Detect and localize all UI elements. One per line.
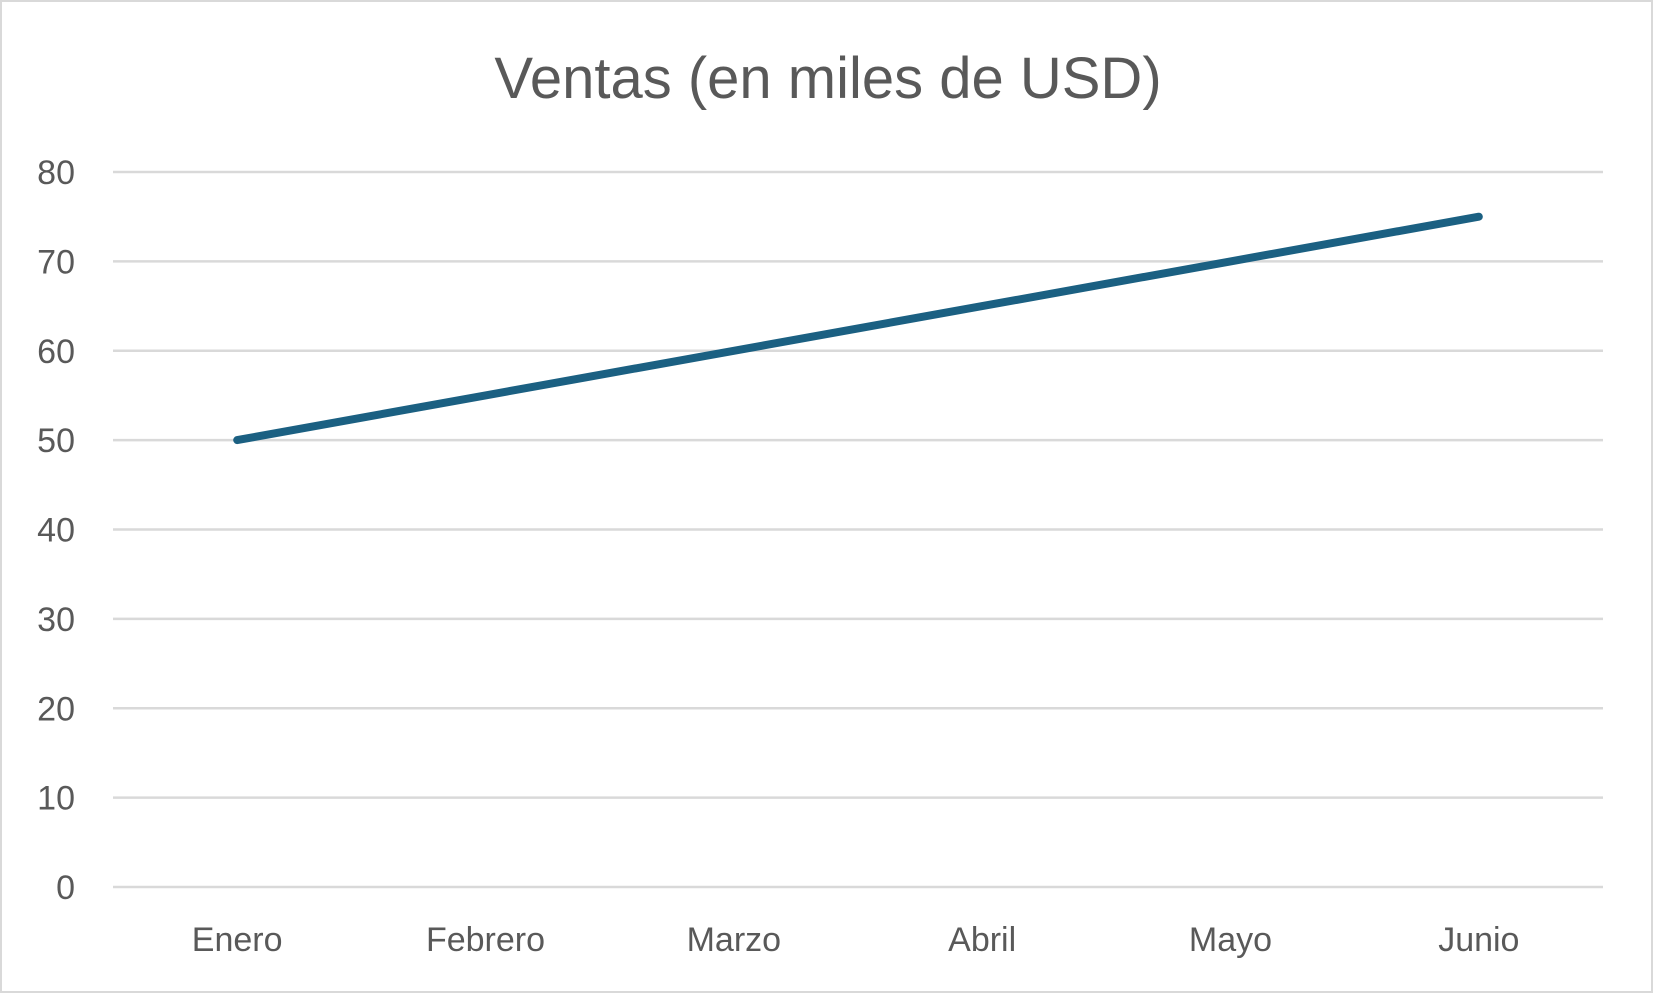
y-axis-tick-labels: 0 10 20 30 40 50 60 70 80 bbox=[37, 154, 75, 907]
x-axis-tick-labels: Enero Febrero Marzo Abril Mayo Junio bbox=[192, 921, 1520, 959]
x-tick-label: Febrero bbox=[426, 921, 545, 959]
y-tick-label: 50 bbox=[37, 422, 75, 460]
x-tick-label: Mayo bbox=[1189, 921, 1272, 959]
y-tick-label: 30 bbox=[37, 601, 75, 639]
y-tick-label: 20 bbox=[37, 690, 75, 728]
y-tick-label: 60 bbox=[37, 333, 75, 371]
y-tick-label: 10 bbox=[37, 780, 75, 818]
y-tick-label: 80 bbox=[37, 154, 75, 192]
y-tick-label: 70 bbox=[37, 243, 75, 281]
x-tick-label: Abril bbox=[948, 921, 1016, 959]
chart-title: Ventas (en miles de USD) bbox=[494, 46, 1161, 111]
series-line-0 bbox=[233, 212, 1483, 445]
y-tick-label: 0 bbox=[56, 869, 75, 907]
gridlines bbox=[113, 170, 1603, 889]
x-tick-label: Enero bbox=[192, 921, 283, 959]
x-tick-label: Marzo bbox=[687, 921, 781, 959]
series-lines bbox=[233, 212, 1483, 445]
y-tick-label: 40 bbox=[37, 512, 75, 550]
x-tick-label: Junio bbox=[1438, 921, 1519, 959]
